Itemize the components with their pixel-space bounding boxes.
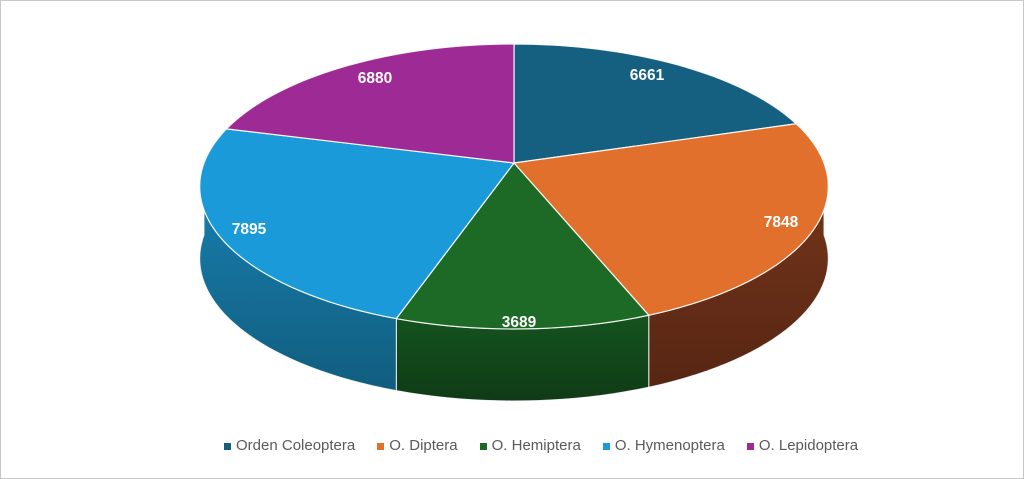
legend-marker-icon (377, 442, 385, 450)
data-label-o-hymenoptera: 7895 (232, 221, 267, 238)
pie-top-faces (199, 43, 829, 330)
legend-item-o-hemiptera[interactable]: O. Hemiptera (479, 437, 581, 455)
data-label-o-lepidoptera: 6880 (358, 70, 392, 87)
legend-label: O. Lepidoptera (758, 437, 859, 454)
legend-marker-icon (224, 442, 231, 450)
legend-item-o-diptera[interactable]: O. Diptera (377, 437, 458, 455)
pie-data-labels: 6661 7848 3689 7895 6880 (232, 67, 799, 331)
legend-marker-icon (602, 442, 610, 450)
legend-item-o-hymenoptera[interactable]: O. Hymenoptera (602, 437, 725, 455)
legend-marker-icon (479, 442, 487, 450)
legend-label: O. Hymenoptera (614, 437, 725, 454)
legend-marker-icon (746, 442, 754, 450)
legend-label: O. Hemiptera (491, 437, 581, 454)
legend-item-o-lepidoptera[interactable]: O. Lepidoptera (746, 437, 859, 455)
pie-slice-o-diptera[interactable] (513, 123, 829, 316)
data-label-o-hemiptera: 3689 (502, 314, 537, 331)
pie-slice-o-hymenoptera[interactable] (199, 128, 515, 320)
legend-item-orden-coleoptera[interactable]: Orden Coleoptera (224, 437, 355, 455)
chart-legend: Orden Coleoptera O. Diptera O. Hemiptera O.… (224, 437, 858, 455)
pie-slice-o-lepidoptera[interactable] (225, 43, 515, 164)
legend-label: O. Diptera (389, 437, 458, 454)
legend-label: Orden Coleoptera (236, 437, 356, 454)
pie-slice-o-hemiptera[interactable] (395, 162, 650, 330)
data-label-o-diptera: 7848 (764, 214, 799, 231)
data-label-orden-coleoptera: 6661 (630, 67, 665, 84)
